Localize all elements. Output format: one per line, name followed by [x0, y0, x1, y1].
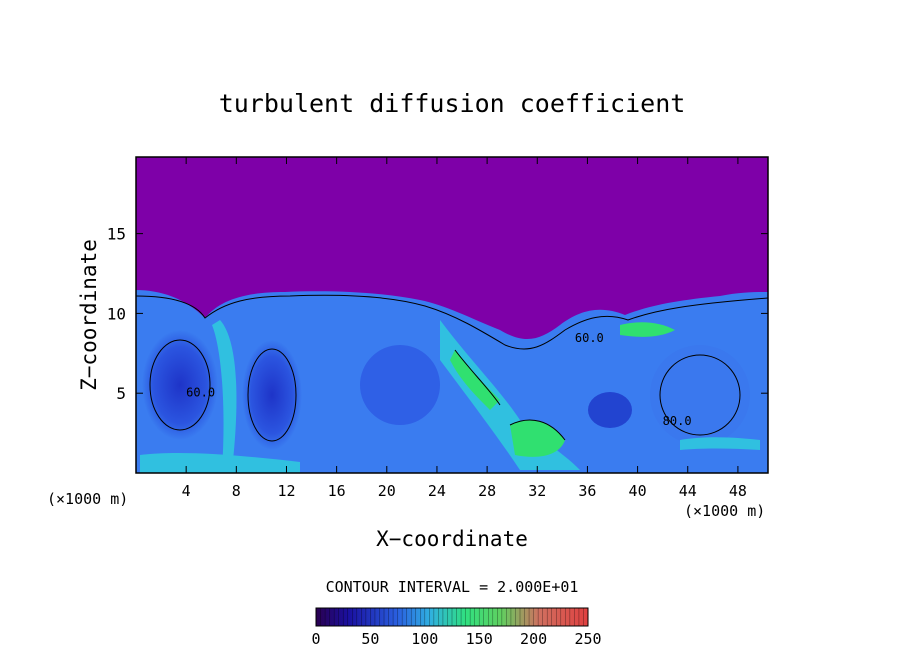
colorbar: 0 50 100 150 200 250 [311, 607, 602, 648]
colorbar-tick-label: 100 [411, 630, 438, 648]
cyan-band-4 [680, 437, 760, 450]
colorbar-ticks: 0 50 100 150 200 250 [311, 630, 601, 648]
contour-interval-label: CONTOUR INTERVAL = 2.000E+01 [326, 578, 579, 596]
colorbar-tick-label: 200 [520, 630, 547, 648]
x-tick-label: 16 [328, 482, 346, 500]
cyan-band-1 [212, 320, 237, 470]
colorbar-tick-label: 0 [311, 630, 320, 648]
vortex-2 [242, 340, 302, 450]
green-band-3 [620, 322, 675, 337]
colorbar-tick-label: 250 [574, 630, 601, 648]
x-tick-label: 20 [378, 482, 396, 500]
x-axis-title: X−coordinate [376, 527, 528, 551]
x-axis-ticks: 4 8 12 16 20 24 28 32 36 40 44 48 [182, 157, 747, 500]
x-tick-label: 24 [428, 482, 446, 500]
contour-value-label: 60.0 [186, 385, 215, 399]
y-tick-label: 5 [116, 384, 126, 403]
vortex-5 [588, 392, 632, 428]
contour-value-label: 60.0 [575, 331, 604, 345]
heatmap-field [136, 157, 768, 473]
chart-title: turbulent diffusion coefficient [219, 89, 686, 118]
vortex-3 [360, 345, 440, 425]
x-unit-left: (×1000 m) [47, 490, 128, 508]
y-axis-title: Z−coordinate [77, 239, 101, 391]
contour-lines [136, 294, 768, 442]
vortex-4 [650, 345, 750, 445]
plot-frame [135, 156, 769, 474]
vortex-1 [142, 330, 218, 440]
colorbar-tick-label: 150 [466, 630, 493, 648]
y-tick-label: 10 [107, 304, 126, 323]
contour-value-label: 80.0 [663, 414, 692, 428]
y-axis-ticks: 5 10 15 [107, 225, 768, 403]
colorbar-stripes [315, 608, 589, 626]
x-tick-label: 44 [679, 482, 697, 500]
x-tick-label: 28 [478, 482, 496, 500]
x-tick-label: 40 [629, 482, 647, 500]
y-tick-label: 15 [107, 225, 126, 244]
x-tick-label: 32 [528, 482, 546, 500]
green-band-2 [510, 420, 565, 457]
x-tick-label: 4 [182, 482, 191, 500]
cyan-band-2 [440, 320, 580, 470]
green-band-1 [450, 350, 500, 410]
x-tick-label: 36 [578, 482, 596, 500]
x-tick-label: 12 [277, 482, 295, 500]
cyan-band-3 [140, 452, 300, 473]
colorbar-tick-label: 50 [361, 630, 379, 648]
x-tick-label: 48 [729, 482, 747, 500]
x-tick-label: 8 [232, 482, 241, 500]
x-unit-right: (×1000 m) [684, 502, 765, 520]
contour-labels: 60.0 60.0 80.0 [186, 331, 691, 428]
